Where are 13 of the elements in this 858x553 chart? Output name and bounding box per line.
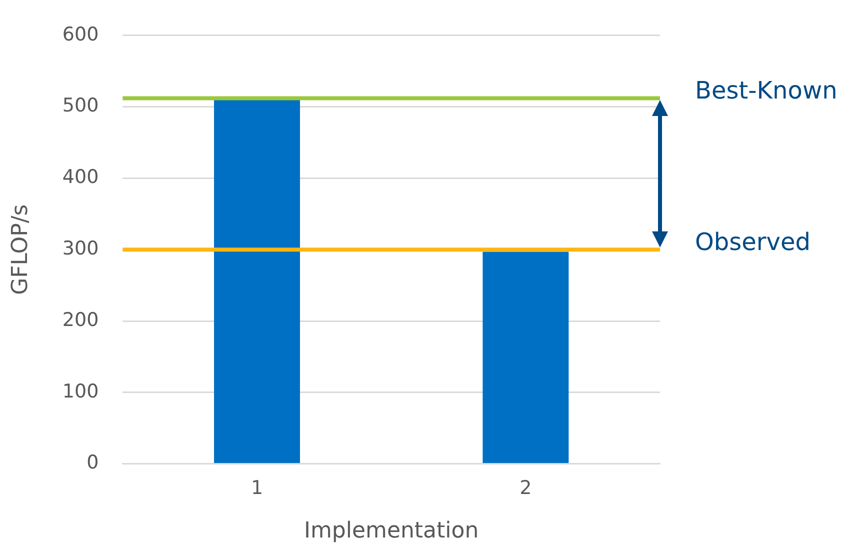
y-tick-label: 600 (62, 23, 99, 46)
y-tick-label: 300 (62, 238, 99, 260)
x-axis-title: Implementation (304, 518, 479, 544)
y-tick-label: 400 (62, 166, 99, 188)
y-tick-label: 100 (62, 380, 99, 402)
y-axis-title: GFLOP/s (8, 204, 33, 295)
y-tick-label: 500 (62, 94, 99, 117)
x-tick-label: 2 (520, 477, 532, 500)
y-tick-label: 200 (62, 308, 99, 331)
x-tick-label: 1 (250, 477, 264, 500)
ref-line-label: Observed (695, 228, 810, 256)
ref-line-label: Best-Known (695, 76, 838, 104)
y-tick-label: 0 (86, 452, 99, 474)
